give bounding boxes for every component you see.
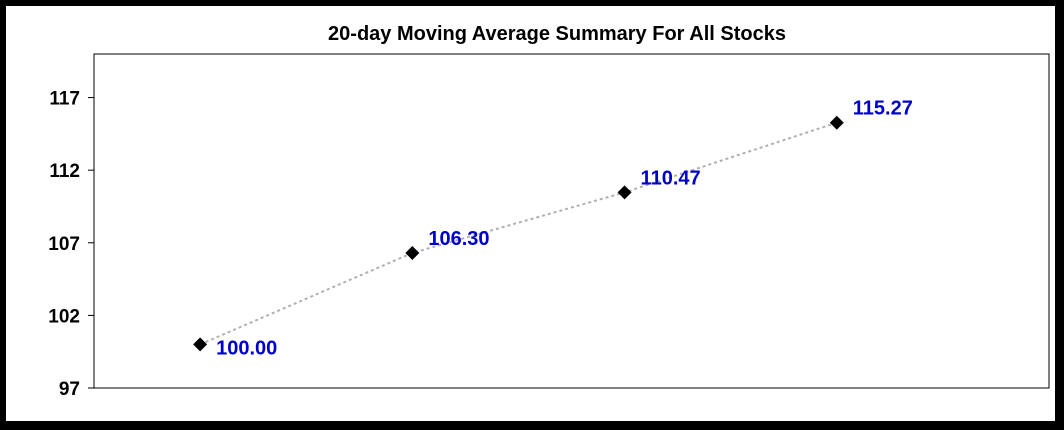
data-point-marker xyxy=(829,115,844,130)
plot-area xyxy=(93,53,1050,389)
y-tick-label: 117 xyxy=(49,89,80,110)
data-label: 110.47 xyxy=(641,167,701,189)
y-tick-label: 102 xyxy=(48,306,80,327)
data-point-marker xyxy=(193,337,208,352)
data-label: 100.00 xyxy=(216,337,277,359)
data-label: 106.30 xyxy=(428,228,489,250)
markers-group xyxy=(193,115,844,352)
y-tick-label: 107 xyxy=(48,234,80,255)
chart-title: 20-day Moving Average Summary For All St… xyxy=(328,23,786,45)
y-axis: 97 102 107 112 117 xyxy=(48,89,94,400)
y-tick-label: 112 xyxy=(49,161,80,182)
series-line xyxy=(199,121,838,346)
series-line-group xyxy=(199,121,838,346)
data-point-marker xyxy=(405,245,420,260)
data-label: 115.27 xyxy=(853,98,913,120)
line-chart: 20-day Moving Average Summary For All St… xyxy=(48,23,1050,400)
y-tick-label: 97 xyxy=(59,379,80,400)
data-point-marker xyxy=(617,185,632,200)
data-labels-group: 100.00 106.30 110.47 115.27 xyxy=(216,98,913,360)
